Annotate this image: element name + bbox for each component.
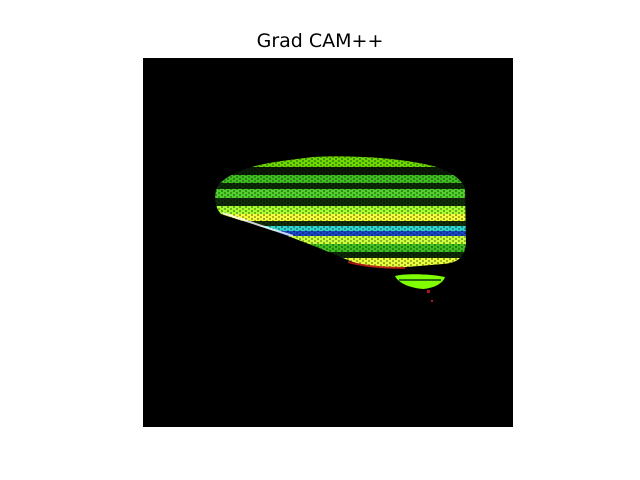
leaf-region xyxy=(215,156,466,269)
leaf-lower-lobe xyxy=(395,274,445,302)
heatmap-overlay xyxy=(215,156,466,302)
figure-title: Grad CAM++ xyxy=(256,30,384,52)
gradcam-image xyxy=(143,58,513,427)
